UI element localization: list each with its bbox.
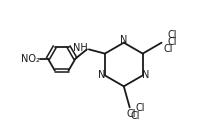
Text: NH: NH (73, 43, 88, 53)
Text: Cl: Cl (135, 103, 145, 113)
Text: NO₂: NO₂ (21, 54, 40, 64)
Text: Cl: Cl (164, 44, 173, 54)
Text: Cl: Cl (131, 111, 140, 121)
Text: Cl: Cl (167, 30, 177, 40)
Text: N: N (98, 70, 106, 80)
Text: Cl: Cl (127, 109, 136, 119)
Text: Cl: Cl (168, 37, 177, 47)
Text: N: N (142, 70, 149, 80)
Text: N: N (120, 35, 128, 45)
